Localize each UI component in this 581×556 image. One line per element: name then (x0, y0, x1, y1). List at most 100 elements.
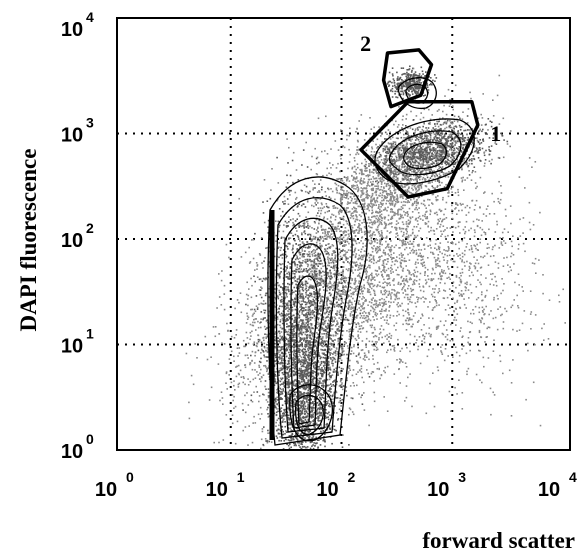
event-point (188, 417, 191, 420)
event-point (218, 296, 221, 298)
event-point (342, 291, 344, 293)
event-point (303, 243, 305, 245)
event-point (325, 253, 328, 255)
event-point (363, 392, 365, 394)
event-point (323, 379, 326, 382)
event-point (314, 341, 316, 344)
event-point (252, 321, 254, 324)
event-point (310, 304, 312, 306)
event-point (226, 322, 228, 325)
event-point (336, 397, 339, 399)
event-point (290, 389, 293, 392)
event-point (317, 361, 320, 364)
event-point (263, 260, 265, 263)
event-point (366, 369, 368, 371)
event-point (289, 427, 292, 429)
event-point (388, 275, 390, 278)
event-point (291, 310, 293, 312)
event-point (316, 413, 318, 415)
event-point (212, 326, 215, 328)
event-point (306, 367, 308, 369)
event-point (427, 245, 429, 247)
event-point (294, 339, 296, 342)
event-point (354, 247, 357, 250)
event-point (308, 423, 310, 426)
event-point (280, 331, 283, 333)
event-point (285, 380, 287, 383)
event-point (260, 447, 262, 450)
event-point (352, 215, 355, 217)
event-point (331, 320, 334, 323)
event-point (309, 355, 311, 357)
event-point (315, 436, 317, 439)
event-point (400, 230, 403, 233)
event-point (326, 428, 328, 431)
event-point (310, 293, 313, 295)
event-point (263, 325, 266, 328)
event-point (340, 185, 342, 188)
event-point (254, 377, 257, 379)
event-point (387, 260, 389, 263)
event-point (308, 247, 310, 249)
event-point (278, 330, 281, 333)
event-point (371, 324, 373, 327)
event-point (303, 255, 305, 258)
event-point (372, 303, 375, 306)
event-point (311, 274, 314, 276)
event-point (316, 332, 318, 334)
event-point (422, 290, 425, 293)
event-point (375, 302, 378, 304)
event-point (332, 384, 335, 386)
event-point (324, 381, 326, 383)
event-point (375, 335, 378, 338)
event-point (307, 382, 309, 384)
event-point (318, 412, 320, 414)
event-point (318, 262, 320, 265)
event-point (326, 422, 328, 425)
event-point (361, 287, 363, 290)
event-point (292, 224, 294, 227)
event-point (373, 308, 376, 311)
event-point (314, 361, 317, 364)
event-point (290, 189, 292, 192)
event-point (288, 407, 290, 410)
event-point (266, 356, 269, 358)
event-point (320, 394, 322, 397)
event-point (336, 292, 339, 294)
event-point (278, 284, 280, 287)
event-point (342, 286, 344, 289)
event-point (320, 237, 322, 240)
event-point (333, 235, 336, 237)
event-point (291, 159, 294, 162)
event-point (394, 226, 396, 229)
event-point (322, 279, 325, 282)
event-point (327, 252, 330, 254)
event-point (429, 210, 432, 213)
event-point (313, 357, 315, 360)
event-point (384, 300, 387, 303)
event-point (311, 253, 314, 256)
event-point (312, 267, 314, 270)
event-point (334, 259, 337, 262)
event-point (285, 289, 287, 292)
event-point (309, 423, 312, 425)
event-point (295, 271, 297, 273)
event-point (287, 439, 290, 441)
event-point (288, 351, 290, 354)
event-point (300, 406, 303, 409)
event-point (341, 352, 343, 355)
event-point (319, 300, 322, 303)
event-point (295, 434, 297, 437)
event-point (288, 221, 290, 223)
event-point (295, 345, 297, 348)
event-point (311, 379, 314, 381)
event-point (300, 400, 303, 403)
event-point (407, 303, 410, 305)
event-point (300, 281, 302, 283)
event-point (382, 328, 385, 331)
event-point (267, 432, 269, 434)
event-point (323, 229, 325, 231)
event-point (328, 414, 331, 416)
event-point (303, 425, 305, 427)
event-point (305, 343, 308, 346)
